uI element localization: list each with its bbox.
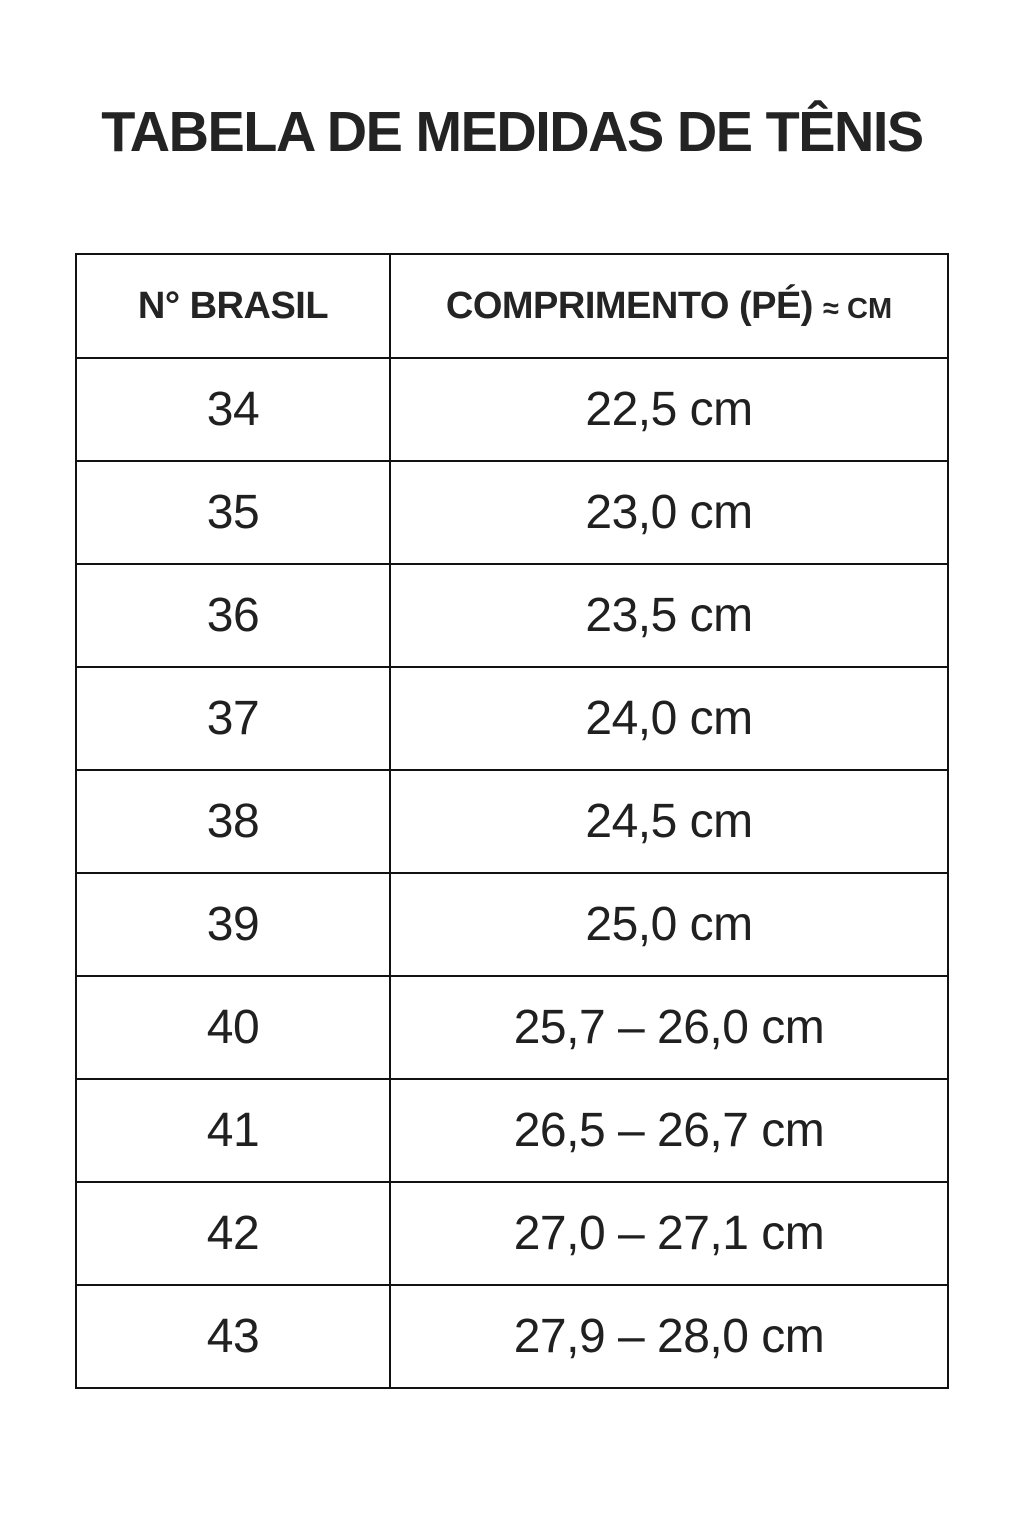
size-cell: 35 <box>75 460 391 565</box>
column-header-length-main: COMPRIMENTO (PÉ) <box>445 284 814 327</box>
length-cell: 25,0 cm <box>389 872 949 977</box>
length-cell: 24,5 cm <box>389 769 949 874</box>
length-cell: 27,0 – 27,1 cm <box>389 1181 949 1286</box>
size-cell: 37 <box>75 666 391 771</box>
column-header-length-suffix: ≈ CM <box>823 292 893 325</box>
size-cell: 39 <box>75 872 391 977</box>
size-cell: 40 <box>75 975 391 1080</box>
table-body: 34 22,5 cm 35 23,0 cm 36 23,5 cm 37 24,0… <box>75 357 949 1389</box>
table-row: 36 23,5 cm <box>75 563 949 668</box>
column-header-size: N° BRASIL <box>75 253 391 359</box>
table-row: 35 23,0 cm <box>75 460 949 565</box>
table-row: 37 24,0 cm <box>75 666 949 771</box>
length-cell: 27,9 – 28,0 cm <box>389 1284 949 1389</box>
table-row: 34 22,5 cm <box>75 357 949 462</box>
size-table: N° BRASIL COMPRIMENTO (PÉ) ≈ CM 34 22,5 … <box>75 253 949 1389</box>
size-cell: 43 <box>75 1284 391 1389</box>
page-title: TABELA DE MEDIDAS DE TÊNIS <box>101 100 924 164</box>
table-row: 40 25,7 – 26,0 cm <box>75 975 949 1080</box>
length-cell: 23,5 cm <box>389 563 949 668</box>
length-cell: 25,7 – 26,0 cm <box>389 975 949 1080</box>
table-row: 42 27,0 – 27,1 cm <box>75 1181 949 1286</box>
length-cell: 23,0 cm <box>389 460 949 565</box>
table-row: 43 27,9 – 28,0 cm <box>75 1284 949 1389</box>
length-cell: 22,5 cm <box>389 357 949 462</box>
size-cell: 36 <box>75 563 391 668</box>
length-cell: 24,0 cm <box>389 666 949 771</box>
size-cell: 34 <box>75 357 391 462</box>
table-row: 41 26,5 – 26,7 cm <box>75 1078 949 1183</box>
header-row: N° BRASIL COMPRIMENTO (PÉ) ≈ CM <box>75 253 949 359</box>
table-header: N° BRASIL COMPRIMENTO (PÉ) ≈ CM <box>75 253 949 359</box>
size-cell: 38 <box>75 769 391 874</box>
table-row: 39 25,0 cm <box>75 872 949 977</box>
size-cell: 42 <box>75 1181 391 1286</box>
table-row: 38 24,5 cm <box>75 769 949 874</box>
size-cell: 41 <box>75 1078 391 1183</box>
length-cell: 26,5 – 26,7 cm <box>389 1078 949 1183</box>
column-header-length: COMPRIMENTO (PÉ) ≈ CM <box>389 253 949 359</box>
